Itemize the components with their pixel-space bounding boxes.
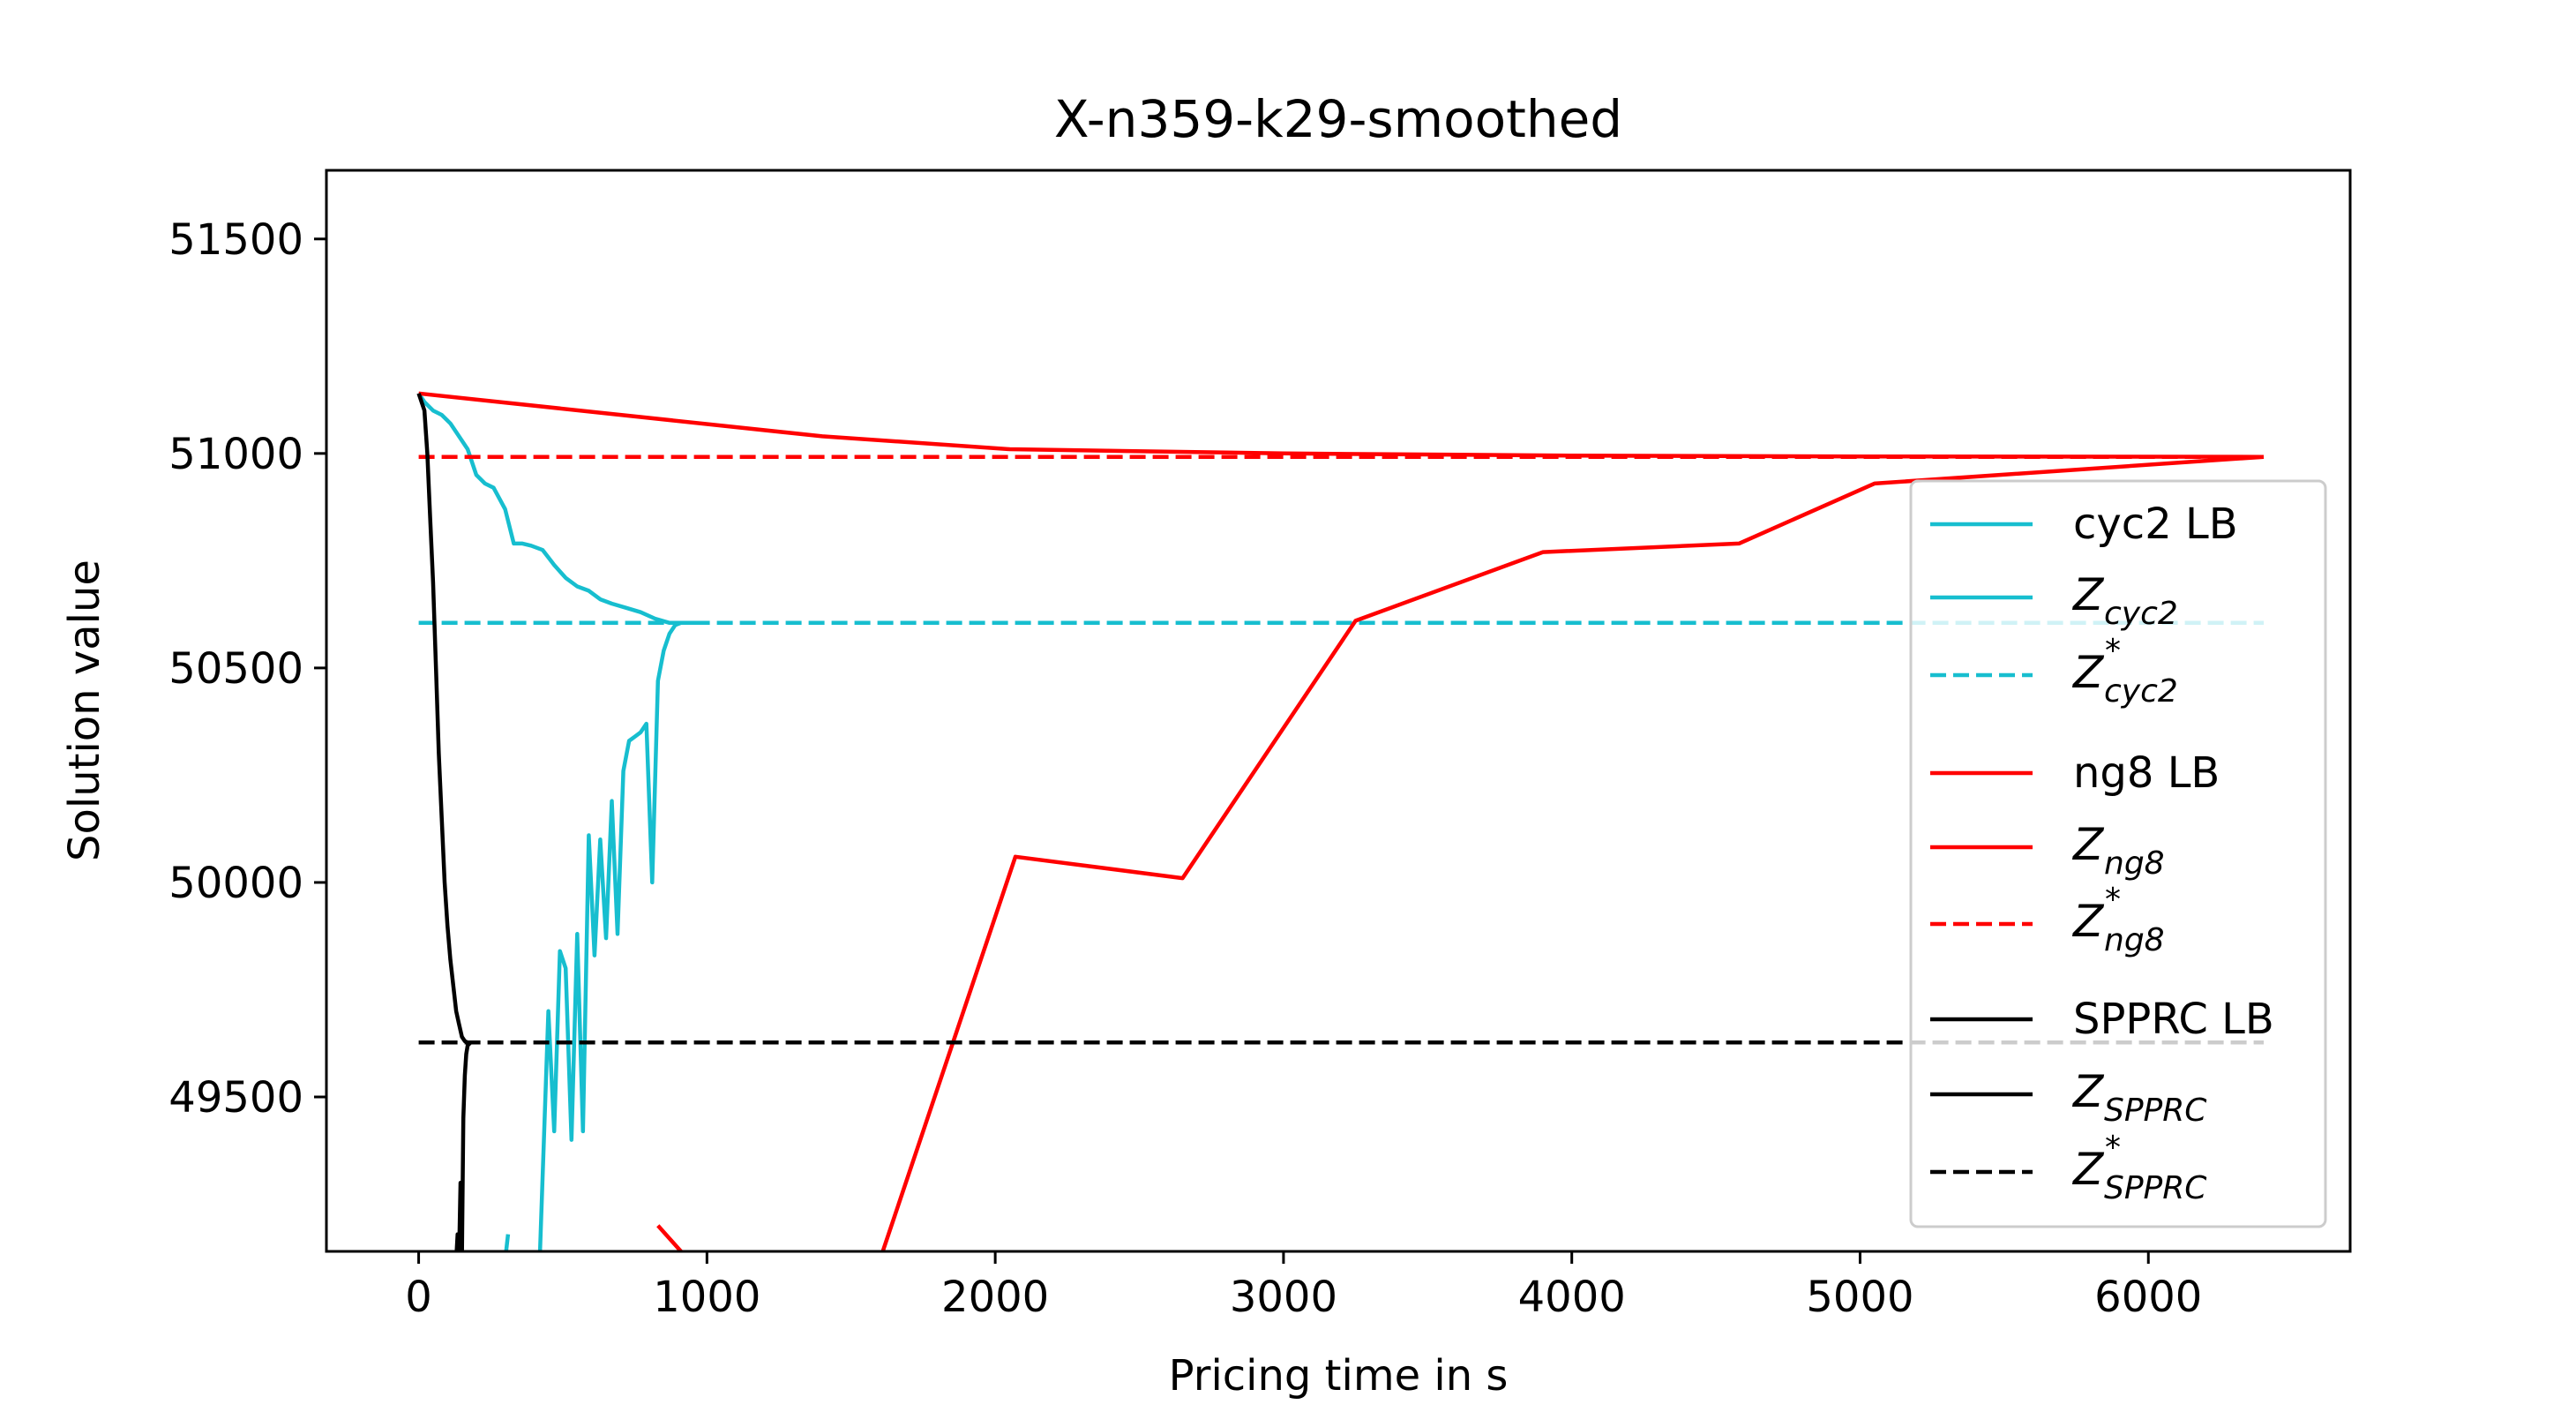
legend-label: cyc2 LB xyxy=(2073,499,2238,549)
legend-box xyxy=(1909,479,2327,1228)
plot-frame xyxy=(325,169,2352,1253)
legend-label-subscript: cyc2 xyxy=(2104,596,2178,632)
x-tick-label: 1000 xyxy=(653,1273,760,1322)
x-axis: 0 1000 2000 3000 4000 5000 6000 xyxy=(405,1251,2202,1322)
series-z-cyc2-line xyxy=(504,1234,511,1251)
series-cyc2-lb-line xyxy=(416,392,708,626)
legend-label-base: Z xyxy=(2071,896,2105,947)
series-ng8-lb-line xyxy=(418,391,2265,459)
y-axis: 49500 50000 50500 51000 51500 xyxy=(168,215,326,1123)
series-spprc-lb-line xyxy=(416,393,471,1045)
y-tick-label: 50000 xyxy=(168,859,303,908)
y-tick-label: 51000 xyxy=(168,430,303,479)
x-axis-label: Pricing time in s xyxy=(1169,1351,1509,1401)
x-tick-label: 2000 xyxy=(941,1273,1049,1322)
x-tick-label: 0 xyxy=(405,1273,432,1322)
legend-label-superscript: * xyxy=(2105,882,2121,918)
x-tick-label: 4000 xyxy=(1518,1273,1626,1322)
legend-label-superscript: * xyxy=(2105,633,2121,669)
legend-label-subscript: SPPRC xyxy=(2104,1170,2207,1206)
legend-label-base: Z xyxy=(2071,647,2105,698)
y-axis-label: Solution value xyxy=(60,560,109,861)
series-z-spprc-line xyxy=(454,1040,473,1251)
legend-label-subscript: cyc2 xyxy=(2104,673,2178,710)
legend-label-base: Z xyxy=(2071,1144,2105,1195)
legend-label: Z SPPRC xyxy=(2071,1066,2207,1129)
legend-label-superscript: * xyxy=(2105,1130,2121,1166)
y-tick-label: 50500 xyxy=(168,644,303,694)
legend-label: SPPRC LB xyxy=(2073,995,2274,1044)
series-z-ng8-line xyxy=(880,454,2265,1251)
legend-label-subscript: SPPRC xyxy=(2104,1093,2207,1129)
y-tick-label: 49500 xyxy=(168,1073,303,1123)
x-tick-label: 5000 xyxy=(1806,1273,1913,1322)
legend-label-subscript: ng8 xyxy=(2104,845,2165,882)
legend-label: ng8 LB xyxy=(2073,748,2220,798)
y-tick-label: 51500 xyxy=(168,215,303,265)
legend-label-base: Z xyxy=(2071,1066,2105,1117)
chart-title: X-n359-k29-smoothed xyxy=(1054,89,1622,149)
series-z-cyc2-line xyxy=(537,620,693,1251)
series-z-ng8-line xyxy=(656,1224,684,1251)
x-tick-label: 3000 xyxy=(1230,1273,1337,1322)
legend-label-subscript: ng8 xyxy=(2104,922,2165,958)
legend-label-base: Z xyxy=(2071,569,2105,620)
legend-label-base: Z xyxy=(2071,819,2105,870)
x-tick-label: 6000 xyxy=(2094,1273,2202,1322)
legend-label: Z SPPRC * xyxy=(2071,1130,2207,1206)
